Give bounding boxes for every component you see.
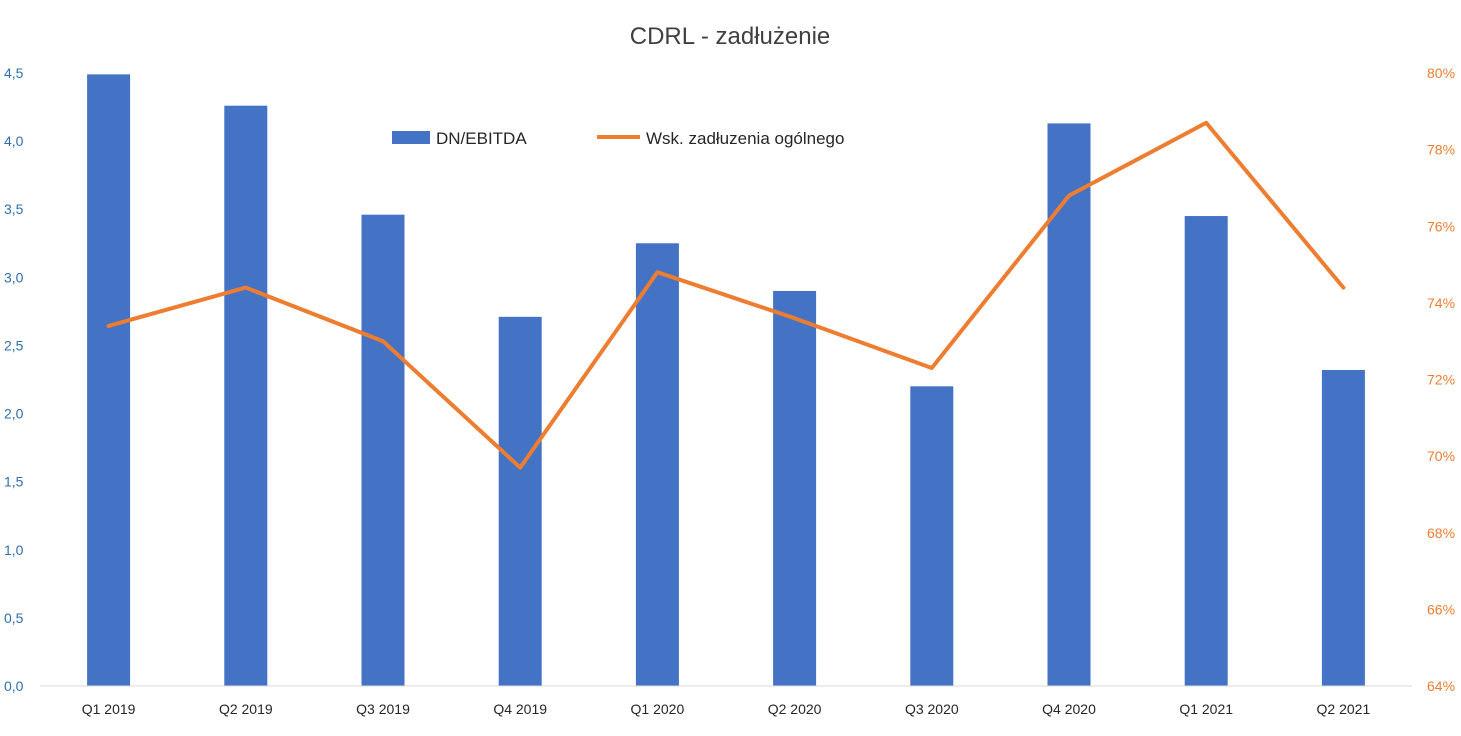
line-point-q3-2020: [930, 366, 934, 370]
right-tick-label: 72%: [1427, 372, 1455, 388]
x-tick-label: Q3 2020: [905, 701, 959, 717]
left-axis-ticks: 0,0 0,5 1,0 1,5 2,0 2,5 3,0 3,5 4,0 4,5: [4, 65, 24, 694]
bars-layer: [87, 74, 1365, 687]
x-tick-label: Q1 2021: [1179, 701, 1233, 717]
legend-label-wsk-zadluzenia: Wsk. zadłuzenia ogólnego: [646, 129, 844, 148]
bar-q2-2019: [224, 105, 268, 686]
left-tick-label: 2,0: [4, 406, 24, 422]
right-tick-label: 66%: [1427, 601, 1455, 617]
left-tick-label: 3,5: [4, 201, 24, 217]
x-tick-label: Q4 2020: [1042, 701, 1096, 717]
chart-title: CDRL - zadłużenie: [630, 23, 831, 50]
line-point-q2-2020: [793, 316, 797, 320]
right-tick-label: 80%: [1427, 65, 1455, 81]
left-tick-label: 0,0: [4, 678, 24, 694]
bar-q4-2019: [498, 316, 542, 686]
bar-q2-2021: [1321, 369, 1365, 686]
left-tick-label: 1,5: [4, 474, 24, 490]
x-tick-label: Q2 2021: [1317, 701, 1371, 717]
right-tick-label: 78%: [1427, 142, 1455, 158]
bar-q2-2020: [773, 290, 817, 686]
left-tick-label: 0,5: [4, 610, 24, 626]
x-tick-label: Q2 2019: [219, 701, 273, 717]
line-point-q3-2019: [381, 339, 385, 343]
x-tick-label: Q3 2019: [356, 701, 410, 717]
right-tick-label: 68%: [1427, 525, 1455, 541]
bar-q4-2020: [1047, 123, 1091, 686]
left-tick-label: 1,0: [4, 542, 24, 558]
line-series-wsk-zadluzenia: [106, 120, 1346, 470]
line-point-q2-2019: [244, 286, 248, 290]
left-tick-label: 2,5: [4, 337, 24, 353]
line-point-q1-2020: [655, 270, 659, 274]
x-tick-label: Q1 2019: [82, 701, 136, 717]
bar-q1-2019: [87, 74, 131, 686]
legend-swatch-dn-ebitda: [392, 131, 430, 144]
right-tick-label: 70%: [1427, 448, 1455, 464]
line-point-q1-2021: [1204, 121, 1208, 125]
line-point-q1-2019: [107, 324, 111, 328]
legend: DN/EBITDA Wsk. zadłuzenia ogólnego: [392, 129, 844, 148]
right-axis-ticks: 64% 66% 68% 70% 72% 74% 76% 78% 80%: [1427, 65, 1455, 694]
bar-q1-2020: [635, 243, 679, 686]
bar-q3-2019: [361, 214, 405, 686]
x-tick-label: Q1 2020: [631, 701, 685, 717]
right-tick-label: 76%: [1427, 218, 1455, 234]
bar-q3-2020: [910, 386, 954, 686]
line-point-q2-2021: [1341, 286, 1345, 290]
line-point-q4-2019: [518, 466, 522, 470]
line-layer: [106, 120, 1346, 470]
right-tick-label: 64%: [1427, 678, 1455, 694]
legend-label-dn-ebitda: DN/EBITDA: [436, 129, 527, 148]
x-tick-label: Q2 2020: [768, 701, 822, 717]
x-tick-label: Q4 2019: [493, 701, 547, 717]
line-point-q4-2020: [1067, 194, 1071, 198]
left-tick-label: 4,0: [4, 133, 24, 149]
bar-q1-2021: [1184, 216, 1228, 687]
x-axis-ticks: Q1 2019 Q2 2019 Q3 2019 Q4 2019 Q1 2020 Q2 20…: [82, 701, 1371, 717]
left-tick-label: 3,0: [4, 269, 24, 285]
left-tick-label: 4,5: [4, 65, 24, 81]
right-tick-label: 74%: [1427, 295, 1455, 311]
